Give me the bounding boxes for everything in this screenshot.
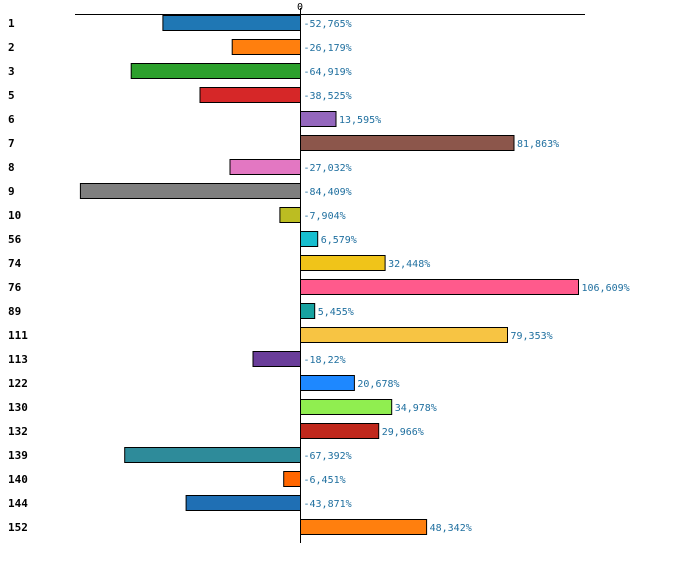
value-label: -38,525% xyxy=(304,91,352,102)
category-label: 111 xyxy=(8,329,28,342)
value-label: 81,863% xyxy=(517,139,559,150)
bar xyxy=(231,39,301,55)
bar xyxy=(283,471,302,487)
value-label: -67,392% xyxy=(304,451,352,462)
category-label: 140 xyxy=(8,473,28,486)
category-label: 113 xyxy=(8,353,28,366)
category-label: 74 xyxy=(8,257,22,270)
category-label: 2 xyxy=(8,41,15,54)
category-label: 122 xyxy=(8,377,28,390)
value-label: -7,904% xyxy=(304,211,346,222)
value-label: 34,978% xyxy=(395,403,437,414)
bar xyxy=(300,375,355,391)
category-label: 89 xyxy=(8,305,21,318)
bar xyxy=(199,87,301,103)
value-label: -27,032% xyxy=(304,163,352,174)
bar xyxy=(162,15,301,31)
bar xyxy=(300,255,386,271)
value-label: 20,678% xyxy=(357,379,399,390)
value-label: 5,455% xyxy=(318,307,354,318)
bar xyxy=(300,111,337,127)
value-label: 6,579% xyxy=(321,235,357,246)
category-label: 10 xyxy=(8,209,21,222)
value-label: 48,342% xyxy=(430,523,472,534)
bar xyxy=(300,303,316,319)
value-label: 29,966% xyxy=(382,427,424,438)
value-label: -26,179% xyxy=(304,43,352,54)
category-label: 8 xyxy=(8,161,15,174)
category-label: 130 xyxy=(8,401,28,414)
category-label: 1 xyxy=(8,17,15,30)
value-label: 79,353% xyxy=(511,331,553,342)
value-label: -52,765% xyxy=(304,19,352,30)
bar xyxy=(300,231,319,247)
bar xyxy=(79,183,302,199)
category-label: 56 xyxy=(8,233,22,246)
value-label: -43,871% xyxy=(304,499,352,510)
category-label: 6 xyxy=(8,113,15,126)
category-label: 152 xyxy=(8,521,28,534)
category-label: 3 xyxy=(8,65,15,78)
bar xyxy=(185,495,302,511)
category-label: 144 xyxy=(8,497,28,510)
value-label: -6,451% xyxy=(304,475,346,486)
bar xyxy=(300,423,380,439)
bar xyxy=(300,399,393,415)
value-label: -84,409% xyxy=(304,187,352,198)
bar xyxy=(300,327,508,343)
bar xyxy=(124,447,301,463)
zero-tick-label: 0 xyxy=(297,2,303,13)
value-label: 13,595% xyxy=(339,115,381,126)
category-label: 7 xyxy=(8,137,15,150)
bar xyxy=(300,519,428,535)
bar xyxy=(130,63,301,79)
bar xyxy=(229,159,301,175)
bar xyxy=(300,279,579,295)
bar xyxy=(279,207,301,223)
category-label: 139 xyxy=(8,449,28,462)
value-label: -18,22% xyxy=(304,355,346,366)
category-label: 132 xyxy=(8,425,28,438)
bar xyxy=(300,135,515,151)
value-label: 106,609% xyxy=(582,283,630,294)
value-label: -64,919% xyxy=(304,67,352,78)
category-label: 9 xyxy=(8,185,15,198)
category-label: 76 xyxy=(8,281,22,294)
category-label: 5 xyxy=(8,89,15,102)
value-label: 32,448% xyxy=(388,259,430,270)
bar xyxy=(252,351,301,367)
